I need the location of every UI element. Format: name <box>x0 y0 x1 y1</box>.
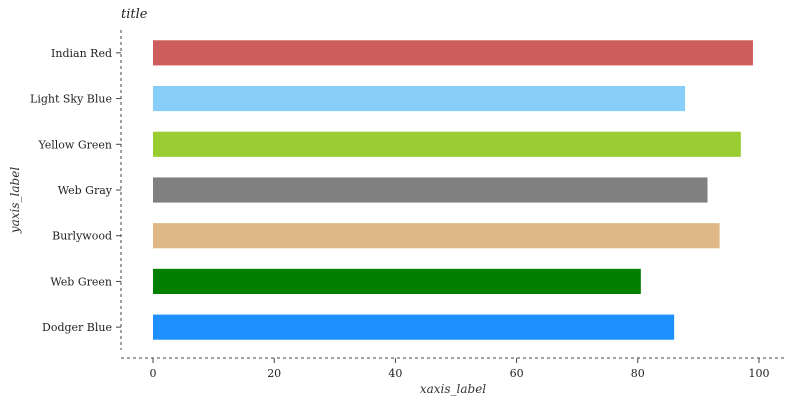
x-tick-label: 40 <box>388 367 402 380</box>
y-tick-label: Dodger Blue <box>42 321 112 334</box>
y-tick-label: Web Green <box>50 275 112 288</box>
x-tick-label: 0 <box>150 367 157 380</box>
bar-web-green <box>153 268 641 294</box>
bar-web-gray <box>153 177 708 203</box>
chart-title: title <box>121 7 148 22</box>
x-axis: 0 20 40 60 80 100 <box>121 357 785 380</box>
bar-light-sky-blue <box>153 86 686 112</box>
x-tick-label: 100 <box>749 367 770 380</box>
y-tick-label: Light Sky Blue <box>30 93 112 106</box>
bar-dodger-blue <box>153 314 675 340</box>
bar-indian-red <box>153 40 753 66</box>
y-tick-label: Yellow Green <box>37 138 112 151</box>
x-axis-label: xaxis_label <box>420 382 486 396</box>
y-axis-label: yaxis_label <box>8 167 22 234</box>
x-tick-label: 60 <box>510 367 524 380</box>
y-axis: Dodger Blue Web Green Burlywood Web Gray Yel… <box>30 30 122 350</box>
bars-group <box>153 40 753 340</box>
y-tick-label: Burlywood <box>52 230 112 243</box>
x-tick-label: 80 <box>631 367 645 380</box>
y-tick-label: Web Gray <box>58 184 113 197</box>
bar-yellow-green <box>153 131 741 157</box>
bar-burlywood <box>153 223 720 249</box>
x-tick-label: 20 <box>267 367 281 380</box>
y-tick-label: Indian Red <box>51 47 112 60</box>
